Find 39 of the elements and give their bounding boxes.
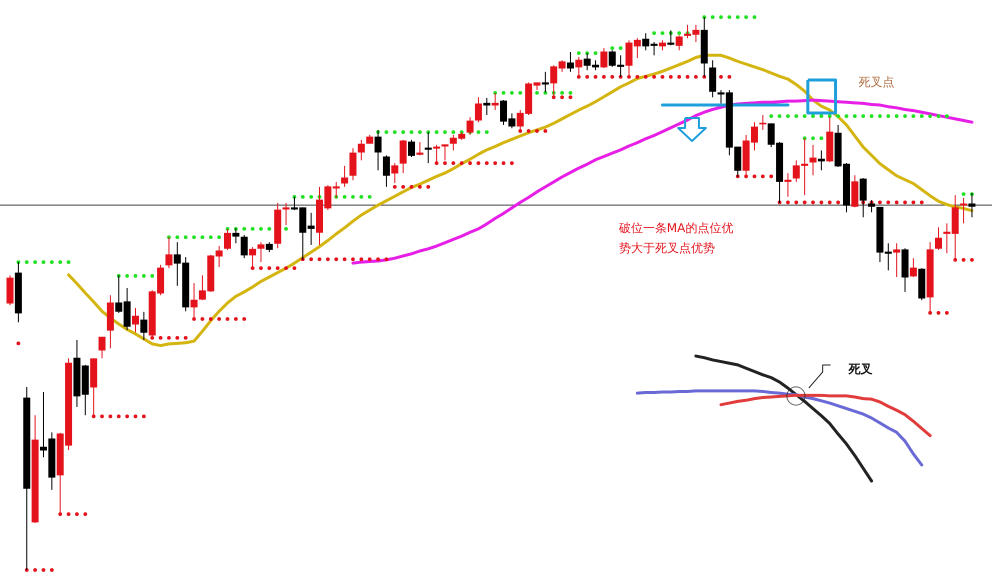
annotation: 死叉 <box>847 362 872 376</box>
candlestick <box>341 165 348 188</box>
candlestick <box>474 96 482 123</box>
candlestick <box>165 236 172 269</box>
candlestick <box>893 242 900 278</box>
candlestick <box>709 60 716 98</box>
candlestick <box>408 139 416 158</box>
candlestick <box>382 154 390 188</box>
candlestick <box>282 202 290 226</box>
candlestick <box>132 307 139 333</box>
candlestick <box>416 142 424 156</box>
candlestick <box>960 197 968 224</box>
candlestick <box>600 48 608 69</box>
candlestick <box>358 139 365 161</box>
candlestick <box>934 226 942 250</box>
candlestick <box>240 234 248 259</box>
candlestick <box>424 132 432 164</box>
annotation: 破位一条MA的点位优势大于死叉点优势 <box>618 221 734 255</box>
candlestick <box>483 97 490 116</box>
candlestick <box>349 148 356 181</box>
candlestick <box>759 114 766 130</box>
candlestick <box>658 40 666 51</box>
candlestick <box>818 150 825 171</box>
annotation: 死叉点 <box>858 75 894 89</box>
candlestick <box>810 144 817 176</box>
candlestick <box>140 311 148 341</box>
candlestick <box>400 139 407 174</box>
candlestick <box>249 246 256 269</box>
candlestick <box>257 242 264 263</box>
candlestick <box>441 144 448 161</box>
candlestick <box>266 242 273 253</box>
candlestick <box>391 162 398 184</box>
candlestick <box>784 172 792 198</box>
candlestick <box>224 228 231 250</box>
candlestick <box>910 258 917 278</box>
candlestick <box>98 336 106 359</box>
candlestick <box>575 56 582 78</box>
candlestick <box>566 51 574 72</box>
candlestick <box>542 71 549 93</box>
